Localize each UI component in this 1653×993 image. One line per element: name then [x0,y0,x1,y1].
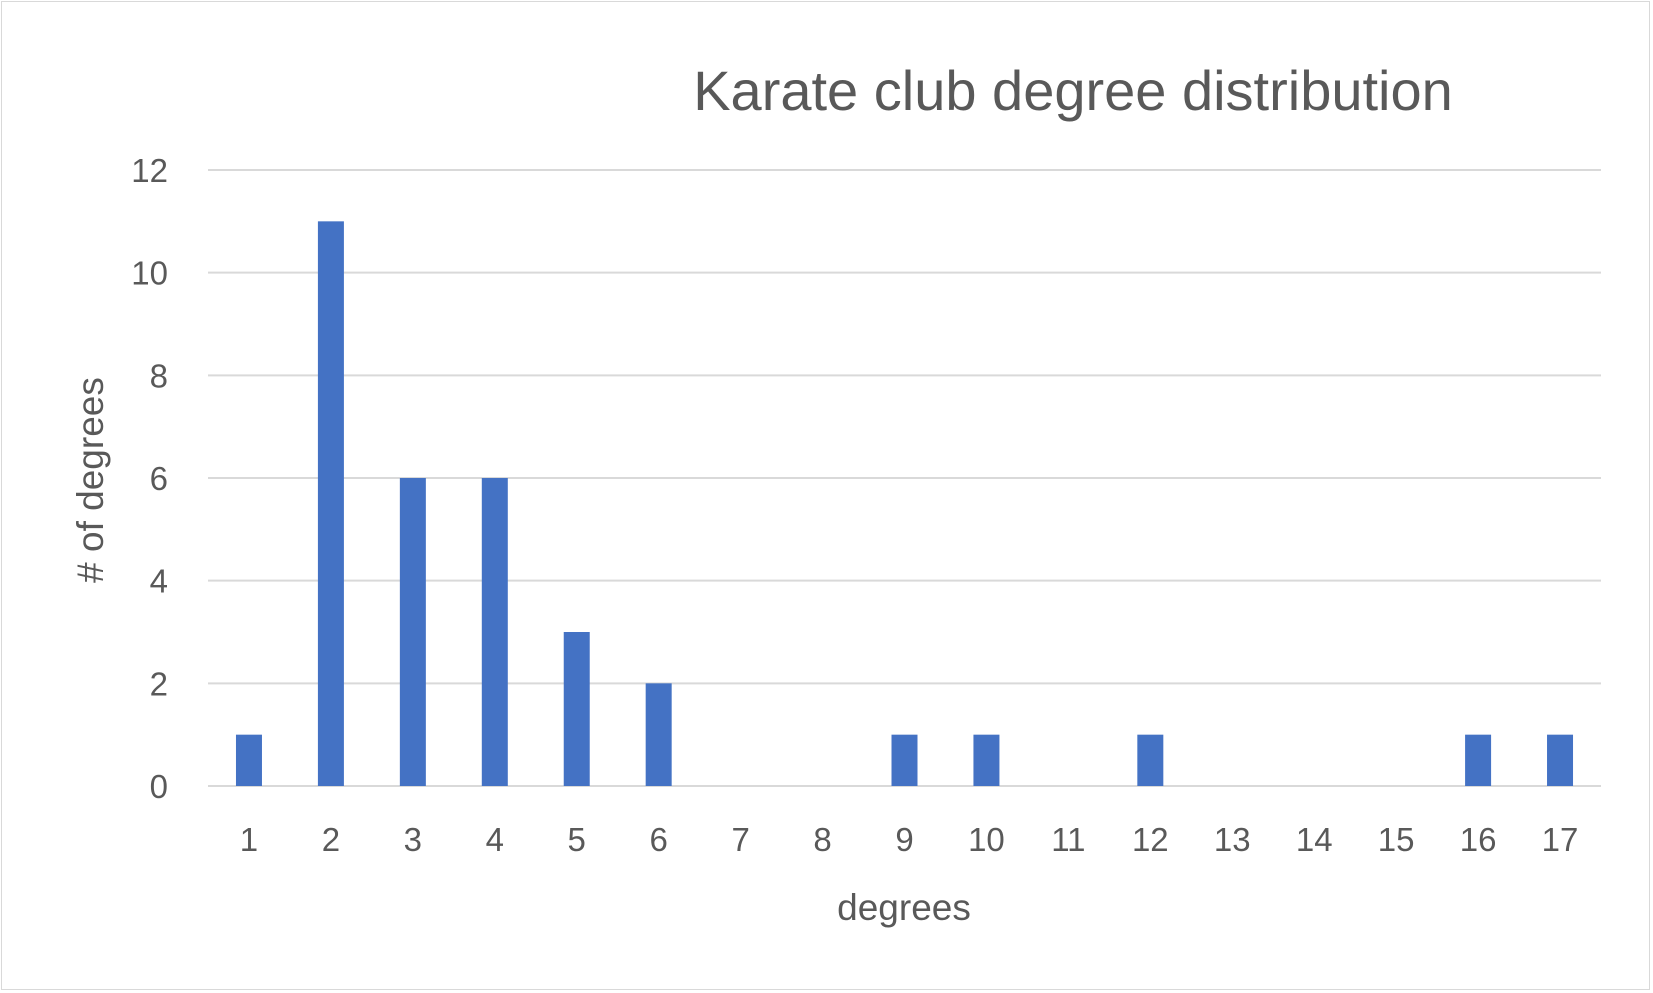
x-tick-label: 16 [1460,821,1497,858]
bar-16 [1465,734,1492,786]
x-tick-label: 8 [813,821,831,858]
x-tick-label: 15 [1378,821,1415,858]
bar-5 [563,632,590,786]
bar-6 [645,683,672,786]
x-tick-label: 13 [1214,821,1251,858]
x-tick-label: 11 [1051,821,1085,858]
x-tick-label: 10 [968,821,1005,858]
x-axis-title: degrees [837,887,971,928]
y-tick-label: 12 [131,152,168,189]
bar-1 [235,734,262,786]
bar-3 [399,478,426,786]
y-axis-title: # of degrees [70,377,111,583]
bar-10 [973,734,1000,786]
x-tick-label: 4 [486,821,504,858]
x-tick-label: 6 [649,821,667,858]
x-tick-label: 12 [1132,821,1169,858]
x-tick-label: 17 [1542,821,1579,858]
bar-17 [1547,734,1574,786]
bar-12 [1137,734,1164,786]
x-tick-label: 2 [322,821,340,858]
x-tick-label: 5 [568,821,586,858]
bar-2 [317,221,344,787]
bar-9 [891,734,918,786]
y-tick-label: 6 [150,460,168,497]
bars [235,221,1574,787]
chart-title: Karate club degree distribution [693,59,1453,122]
y-tick-label: 0 [150,768,168,805]
y-tick-label: 8 [150,357,168,394]
y-tick-label: 4 [150,563,168,600]
x-tick-label: 3 [404,821,422,858]
bar-4 [481,478,508,786]
y-tick-label: 2 [150,665,168,702]
x-axis-ticks: 1 2 3 4 5 6 7 8 9 10 11 12 13 14 15 16 17 [240,821,1579,858]
x-tick-label: 9 [895,821,913,858]
gridlines [208,169,1601,787]
x-tick-label: 1 [240,821,258,858]
x-tick-label: 7 [731,821,749,858]
y-axis-ticks: 0 2 4 6 8 10 12 [131,152,168,805]
x-tick-label: 14 [1296,821,1333,858]
y-tick-label: 10 [131,255,168,292]
